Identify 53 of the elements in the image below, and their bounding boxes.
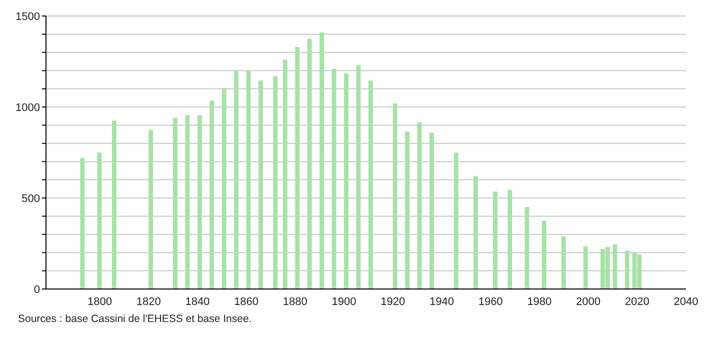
bar: [197, 115, 202, 289]
bar: [173, 118, 178, 289]
x-tick-label: 1820: [136, 296, 161, 308]
bar: [624, 250, 630, 289]
bar: [508, 190, 512, 289]
bar: [246, 70, 251, 289]
x-tick-label: 2000: [576, 296, 601, 308]
bar: [368, 80, 373, 289]
bar: [561, 236, 566, 289]
y-tick-label: 500: [22, 192, 40, 205]
x-tick-label: 1960: [478, 296, 503, 308]
x-tick-label: 2020: [624, 296, 650, 308]
bar: [320, 32, 324, 289]
y-tick-label: 1500: [16, 10, 40, 23]
bar: [210, 100, 214, 289]
bar: [307, 38, 312, 289]
x-tick-label: 1840: [185, 296, 210, 308]
bar: [612, 244, 618, 289]
y-tick-label: 0: [34, 284, 40, 296]
bar: [454, 152, 458, 289]
bar: [542, 220, 546, 289]
x-tick-label: 1980: [527, 296, 552, 308]
x-tick-label: 1920: [380, 296, 406, 308]
bar: [234, 70, 238, 289]
source-note: Sources : base Cassini de l'EHESS et base Insee.: [18, 313, 253, 325]
bar: [583, 246, 588, 289]
bar: [258, 80, 263, 289]
bar: [392, 103, 398, 289]
x-tick-label: 2040: [674, 296, 698, 308]
x-tick-label: 1880: [282, 296, 308, 308]
bar: [148, 130, 153, 289]
bar: [80, 158, 85, 289]
bar: [112, 120, 116, 289]
x-tick-label: 1800: [88, 296, 112, 308]
bar: [405, 132, 410, 289]
x-tick-label: 1860: [234, 296, 259, 308]
bar: [430, 132, 434, 289]
bar: [417, 122, 422, 289]
x-tick-label: 1940: [429, 296, 454, 308]
bar: [295, 46, 300, 289]
bar: [332, 68, 336, 289]
bar: [222, 88, 226, 289]
bar: [524, 207, 530, 289]
bar: [473, 176, 478, 289]
bar: [356, 65, 361, 289]
bar: [282, 60, 288, 289]
bar: [344, 73, 348, 289]
x-tick-label: 1900: [332, 296, 356, 308]
bar: [493, 192, 498, 289]
bar: [273, 76, 278, 289]
y-tick-label: 1000: [16, 102, 40, 114]
bar: [185, 115, 190, 289]
bar: [97, 152, 102, 289]
